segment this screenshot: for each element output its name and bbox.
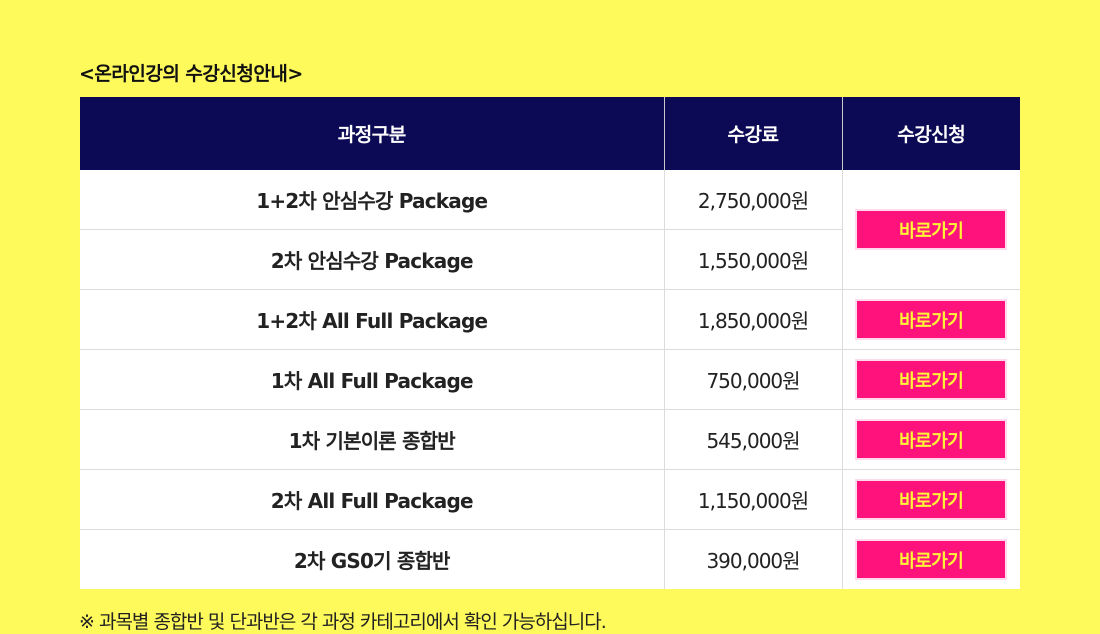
course-name: 2차 All Full Package (80, 469, 665, 530)
course-fee: 1,850,000원 (664, 289, 843, 350)
apply-cell: 바로가기 (842, 469, 1020, 530)
course-fee-table: 과정구분 수강료 수강신청 1+2차 안심수강 Package 2,750,00… (80, 97, 1020, 589)
course-fee: 545,000원 (664, 409, 843, 470)
column-header-course: 과정구분 (80, 97, 665, 170)
footnote: ※ 과목별 종합반 및 단과반은 각 과정 카테고리에서 확인 가능하십니다. (79, 611, 607, 633)
go-button[interactable]: 바로가기 (855, 419, 1008, 460)
course-name: 2차 GS0기 종합반 (80, 529, 665, 589)
table-header-row: 과정구분 수강료 수강신청 (80, 97, 1020, 170)
go-button[interactable]: 바로가기 (855, 209, 1008, 250)
apply-cell: 바로가기 (842, 170, 1020, 290)
apply-cell: 바로가기 (842, 409, 1020, 470)
page-title: <온라인강의 수강신청안내> (79, 63, 303, 85)
table-row: 1+2차 안심수강 Package 2,750,000원 바로가기 (80, 170, 1020, 290)
go-button[interactable]: 바로가기 (855, 299, 1008, 340)
go-button[interactable]: 바로가기 (855, 539, 1008, 580)
apply-cell: 바로가기 (842, 289, 1020, 350)
apply-cell: 바로가기 (842, 529, 1020, 589)
table-row: 2차 안심수강 Package 1,550,000원 (80, 229, 1020, 290)
apply-cell: 바로가기 (842, 349, 1020, 410)
table-row: 1차 All Full Package 750,000원 바로가기 (80, 349, 1020, 410)
course-name: 1+2차 안심수강 Package (80, 170, 665, 230)
go-button[interactable]: 바로가기 (855, 359, 1008, 400)
column-header-apply: 수강신청 (842, 97, 1020, 170)
column-header-fee: 수강료 (664, 97, 843, 170)
course-name: 1+2차 All Full Package (80, 289, 665, 350)
course-fee: 2,750,000원 (664, 170, 843, 230)
course-fee: 750,000원 (664, 349, 843, 410)
table-row: 1차 기본이론 종합반 545,000원 바로가기 (80, 409, 1020, 470)
table-row: 2차 All Full Package 1,150,000원 바로가기 (80, 469, 1020, 530)
table-row: 2차 GS0기 종합반 390,000원 바로가기 (80, 529, 1020, 589)
table-row: 1+2차 All Full Package 1,850,000원 바로가기 (80, 289, 1020, 350)
course-fee: 390,000원 (664, 529, 843, 589)
course-fee: 1,550,000원 (664, 229, 843, 290)
course-name: 1차 All Full Package (80, 349, 665, 410)
course-name: 1차 기본이론 종합반 (80, 409, 665, 470)
go-button[interactable]: 바로가기 (855, 479, 1008, 520)
course-name: 2차 안심수강 Package (80, 229, 665, 290)
course-fee: 1,150,000원 (664, 469, 843, 530)
